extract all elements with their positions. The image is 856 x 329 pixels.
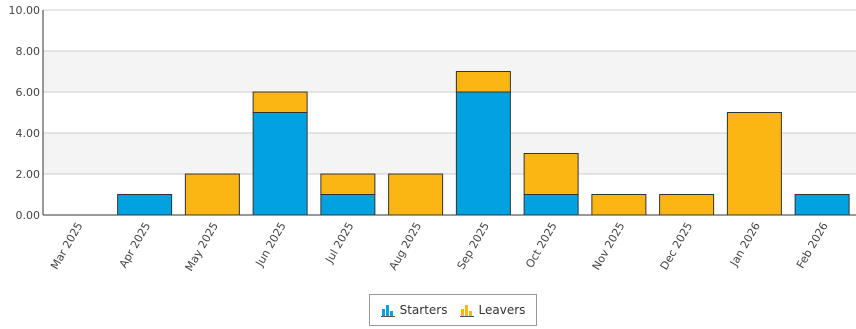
x-tick-label: Feb 2026 bbox=[794, 220, 831, 271]
bar-starters[interactable] bbox=[455, 91, 511, 216]
x-tick-label: Apr 2025 bbox=[117, 220, 154, 270]
bar-starters[interactable] bbox=[320, 194, 376, 216]
y-tick-label: 2.00 bbox=[16, 168, 41, 181]
x-tick-label: Jan 2026 bbox=[727, 220, 763, 269]
bar-leavers[interactable] bbox=[659, 194, 715, 216]
bar-leavers[interactable] bbox=[184, 173, 240, 216]
x-tick-label: Oct 2025 bbox=[523, 220, 560, 270]
x-axis-ticks: Mar 2025 Apr 2025 May 2025 Jun 2025 Jul 2025… bbox=[48, 220, 831, 273]
plot-band bbox=[43, 133, 856, 174]
legend-item-starters[interactable]: Starters bbox=[380, 303, 448, 317]
bar-leavers[interactable] bbox=[252, 91, 308, 113]
bar-starters[interactable] bbox=[523, 194, 579, 216]
bar-chart-icon bbox=[380, 305, 395, 317]
bar-chart-icon bbox=[459, 305, 474, 317]
y-tick-label: 10.00 bbox=[9, 4, 41, 17]
y-tick-label: 4.00 bbox=[16, 127, 41, 140]
y-axis-ticks: 0.00 2.00 4.00 6.00 8.00 10.00 bbox=[9, 4, 41, 222]
bar-leavers[interactable] bbox=[388, 173, 444, 216]
x-tick-label: Sep 2025 bbox=[455, 220, 492, 272]
legend-label-leavers: Leavers bbox=[478, 303, 526, 317]
bars bbox=[117, 71, 850, 216]
y-tick-label: 8.00 bbox=[16, 45, 41, 58]
plot-band bbox=[43, 51, 856, 92]
x-tick-label: Jun 2025 bbox=[253, 220, 289, 270]
bar-starters[interactable] bbox=[117, 194, 173, 216]
bar-leavers[interactable] bbox=[455, 71, 511, 93]
legend-item-leavers[interactable]: Leavers bbox=[459, 303, 526, 317]
x-tick-label: May 2025 bbox=[183, 220, 221, 273]
x-tick-label: Aug 2025 bbox=[386, 220, 424, 272]
y-tick-label: 6.00 bbox=[16, 86, 41, 99]
plot-bands bbox=[43, 51, 856, 174]
legend: Starters Leavers bbox=[369, 294, 537, 326]
x-tick-label: Nov 2025 bbox=[590, 220, 628, 272]
bar-leavers[interactable] bbox=[523, 153, 579, 195]
chart: 0.00 2.00 4.00 6.00 8.00 10.00 Mar 2025 Apr 20… bbox=[9, 4, 856, 273]
x-tick-label: Jul 2025 bbox=[322, 220, 356, 266]
y-tick-label: 0.00 bbox=[16, 209, 41, 222]
bar-leavers[interactable] bbox=[726, 112, 782, 216]
x-tick-label: Dec 2025 bbox=[658, 220, 696, 272]
bar-leavers[interactable] bbox=[320, 173, 376, 195]
bar-starters[interactable] bbox=[252, 112, 308, 216]
x-tick-label: Mar 2025 bbox=[48, 220, 85, 272]
bar-leavers[interactable] bbox=[591, 194, 647, 216]
legend-label-starters: Starters bbox=[399, 303, 448, 317]
bar-starters[interactable] bbox=[794, 194, 850, 216]
